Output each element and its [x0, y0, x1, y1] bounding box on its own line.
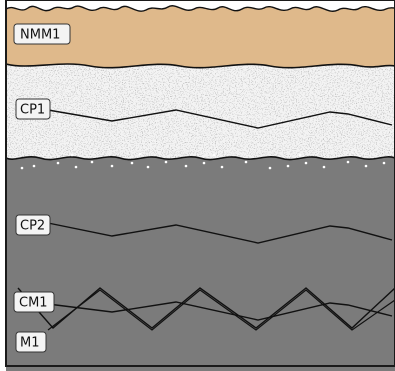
boundary-dot	[304, 161, 308, 165]
brown-white-boundary	[6, 63, 395, 69]
boundary-dot	[70, 153, 74, 157]
label-cp2: CP2	[15, 214, 51, 236]
boundary-dot	[202, 161, 206, 165]
label-m1-text: M1	[20, 336, 40, 351]
dark-gray-region	[6, 150, 395, 371]
white-gray-boundary	[6, 156, 395, 161]
boundary-dot	[346, 160, 350, 164]
boundary-dot	[268, 166, 272, 170]
label-nmm1-text: NMM1	[20, 28, 60, 43]
boundary-dot	[382, 161, 386, 165]
boundary-dot	[244, 160, 248, 164]
label-m1: M1	[15, 331, 47, 353]
label-cp1-text: CP1	[20, 103, 45, 118]
label-nmm1: NMM1	[13, 23, 71, 45]
boundary-dot	[90, 160, 94, 164]
cp2-line	[47, 222, 393, 244]
boundary-dot	[322, 165, 326, 169]
boundary-dot	[146, 165, 150, 169]
boundary-dot	[74, 165, 78, 169]
diagram-frame	[5, 0, 395, 367]
boundary-dot	[286, 164, 290, 168]
brown-layer	[6, 0, 395, 68]
boundary-dot	[56, 161, 60, 165]
boundary-dot	[298, 153, 302, 157]
boundary-dot	[138, 152, 142, 156]
label-cp1: CP1	[15, 98, 51, 120]
boundary-dot	[32, 164, 36, 168]
label-cm1: CM1	[13, 291, 55, 313]
cm1-zigzag-line-2	[47, 289, 395, 331]
boundary-dot	[220, 165, 224, 169]
boundary-dot	[20, 166, 24, 170]
boundary-dot	[110, 164, 114, 168]
boundary-dot	[130, 161, 134, 165]
boundary-dot	[212, 153, 216, 157]
label-cp2-text: CP2	[20, 219, 45, 234]
cm1-line	[47, 301, 393, 321]
boundary-dot	[184, 164, 188, 168]
cp1-line	[47, 109, 393, 129]
boundary-dot	[164, 160, 168, 164]
speckle-texture	[6, 64, 395, 160]
label-cm1-text: CM1	[19, 296, 48, 311]
boundary-dots	[20, 152, 386, 170]
boundary-dot	[364, 164, 368, 168]
brown-top-edge	[6, 0, 395, 12]
